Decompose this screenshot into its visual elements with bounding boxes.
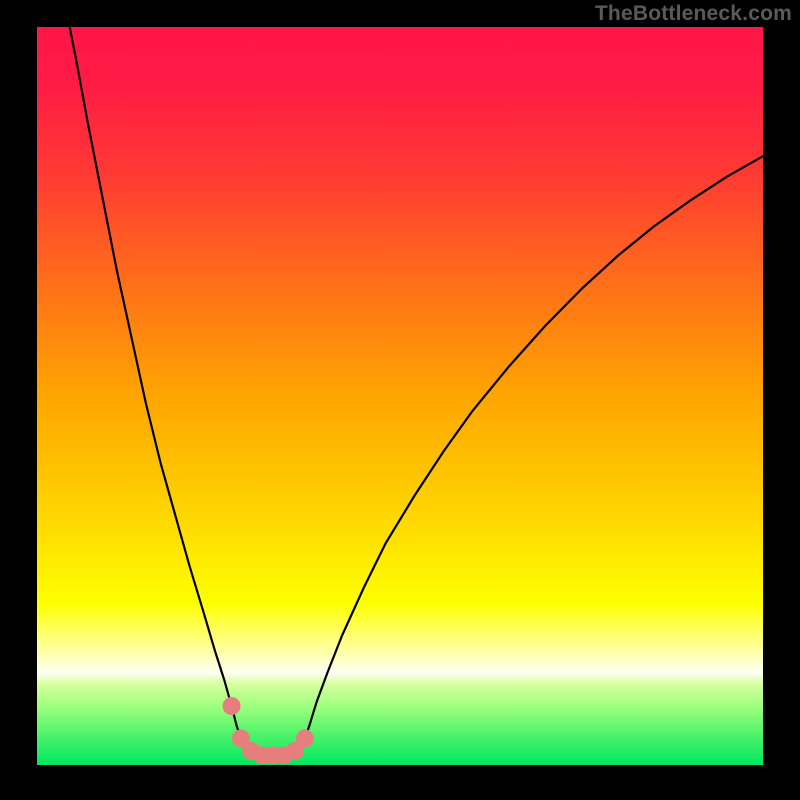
plot-area [37,27,763,765]
plot-svg [37,27,763,765]
curve-marker [296,730,313,747]
gradient-background [37,27,763,765]
watermark-text: TheBottleneck.com [595,2,792,26]
curve-marker [223,697,240,714]
chart-stage: TheBottleneck.com [0,0,800,800]
